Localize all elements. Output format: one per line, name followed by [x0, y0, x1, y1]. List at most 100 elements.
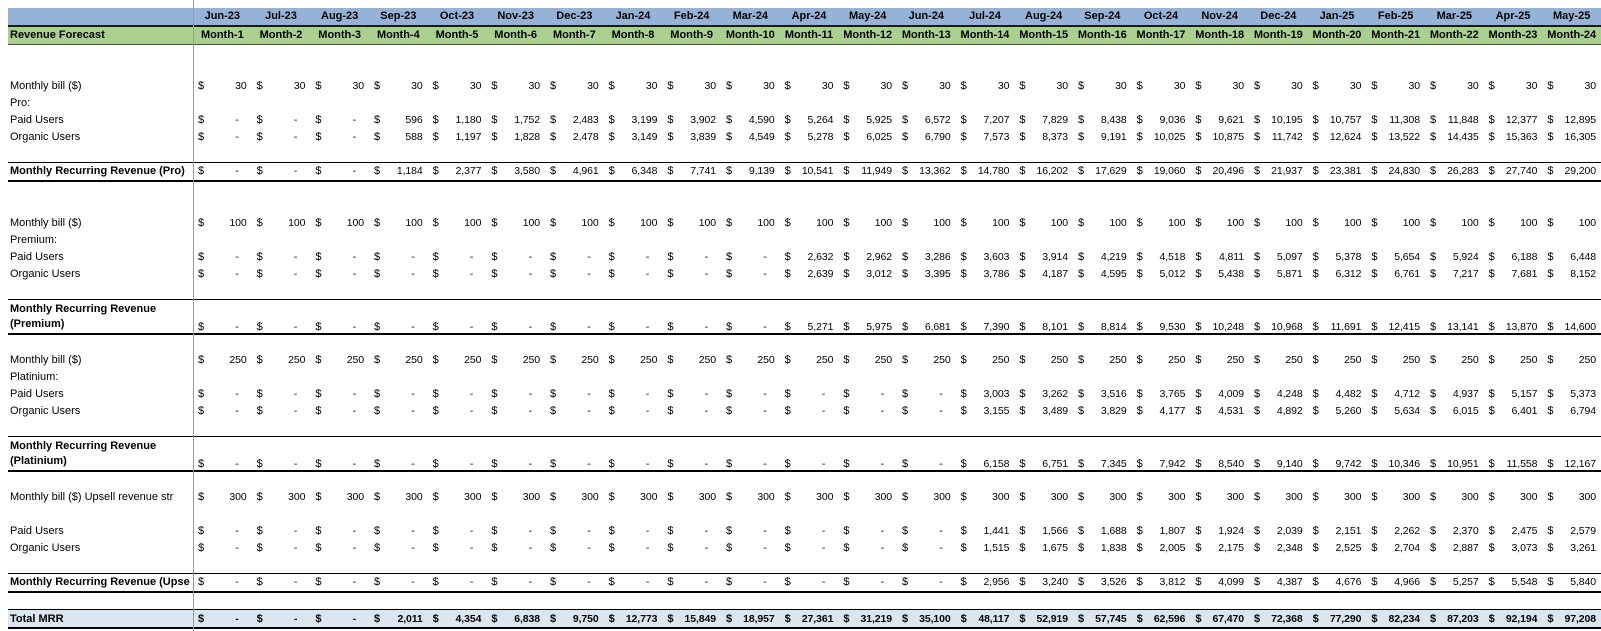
row-label-cell[interactable]: Paid Users: [8, 249, 193, 266]
value-cell[interactable]: $ -: [252, 523, 311, 540]
value-cell[interactable]: $ -: [428, 574, 487, 591]
value-cell[interactable]: $7,390: [956, 300, 1015, 335]
value-cell[interactable]: $100: [897, 215, 956, 232]
value-cell[interactable]: $30: [1073, 78, 1132, 95]
value-cell[interactable]: $6,790: [897, 128, 956, 145]
value-cell[interactable]: $1,688: [1073, 523, 1132, 540]
value-cell[interactable]: $ -: [721, 386, 780, 403]
value-cell[interactable]: $11,691: [1308, 300, 1367, 335]
value-cell[interactable]: $5,924: [1425, 249, 1484, 266]
value-cell[interactable]: $2,632: [780, 249, 839, 266]
value-cell[interactable]: $ -: [662, 523, 721, 540]
value-cell[interactable]: $ -: [193, 402, 252, 419]
value-cell[interactable]: $12,773: [604, 610, 663, 627]
value-cell[interactable]: $11,308: [1366, 112, 1425, 129]
value-cell[interactable]: $4,811: [1190, 249, 1249, 266]
value-cell[interactable]: $62,596: [1132, 610, 1191, 627]
value-cell[interactable]: $ -: [721, 574, 780, 591]
value-cell[interactable]: $ -: [310, 112, 369, 129]
value-cell[interactable]: $ -: [193, 249, 252, 266]
value-cell[interactable]: $ -: [252, 574, 311, 591]
value-cell[interactable]: $52,919: [1014, 610, 1073, 627]
value-cell[interactable]: $7,942: [1132, 437, 1191, 472]
value-cell[interactable]: $ -: [193, 523, 252, 540]
month-header-cell[interactable]: Month-24: [1542, 27, 1601, 44]
value-cell[interactable]: $7,681: [1484, 265, 1543, 282]
value-cell[interactable]: $ -: [721, 249, 780, 266]
value-cell[interactable]: $3,580: [486, 163, 545, 180]
value-cell[interactable]: $250: [662, 352, 721, 369]
value-cell[interactable]: $2,579: [1542, 523, 1601, 540]
value-cell[interactable]: $6,572: [897, 112, 956, 129]
month-header-cell[interactable]: Month-23: [1484, 27, 1543, 44]
row-label-cell[interactable]: Paid Users: [8, 386, 193, 403]
value-cell[interactable]: $30: [1425, 78, 1484, 95]
value-cell[interactable]: $11,558: [1484, 437, 1543, 472]
value-cell[interactable]: $ -: [252, 249, 311, 266]
row-label-cell[interactable]: Monthly Recurring Revenue (Premium): [8, 300, 193, 336]
value-cell[interactable]: $ -: [780, 386, 839, 403]
value-cell[interactable]: $250: [604, 352, 663, 369]
value-cell[interactable]: $ -: [662, 539, 721, 556]
value-cell[interactable]: $4,219: [1073, 249, 1132, 266]
value-cell[interactable]: $1,807: [1132, 523, 1191, 540]
value-cell[interactable]: $4,595: [1073, 265, 1132, 282]
value-cell[interactable]: $2,005: [1132, 539, 1191, 556]
value-cell[interactable]: $250: [369, 352, 428, 369]
value-cell[interactable]: $300: [193, 489, 252, 506]
date-header-cell[interactable]: Sep-24: [1073, 8, 1132, 25]
value-cell[interactable]: $ -: [721, 402, 780, 419]
value-cell[interactable]: $1,838: [1073, 539, 1132, 556]
value-cell[interactable]: $ -: [252, 112, 311, 129]
value-cell[interactable]: $6,838: [486, 610, 545, 627]
value-cell[interactable]: $ -: [545, 437, 604, 472]
value-cell[interactable]: $ -: [780, 523, 839, 540]
value-cell[interactable]: $ -: [662, 574, 721, 591]
value-cell[interactable]: $30: [1542, 78, 1601, 95]
value-cell[interactable]: $100: [252, 215, 311, 232]
value-cell[interactable]: $4,187: [1014, 265, 1073, 282]
value-cell[interactable]: $3,261: [1542, 539, 1601, 556]
value-cell[interactable]: $30: [310, 78, 369, 95]
value-cell[interactable]: $13,522: [1366, 128, 1425, 145]
row-label-cell[interactable]: Monthly Recurring Revenue (Pro): [8, 163, 193, 180]
value-cell[interactable]: $3,395: [897, 265, 956, 282]
value-cell[interactable]: $6,761: [1366, 265, 1425, 282]
month-header-cell[interactable]: Month-16: [1073, 27, 1132, 44]
value-cell[interactable]: $ -: [428, 265, 487, 282]
value-cell[interactable]: $2,956: [956, 574, 1015, 591]
value-cell[interactable]: $100: [1366, 215, 1425, 232]
value-cell[interactable]: $2,887: [1425, 539, 1484, 556]
month-header-cell[interactable]: Month-14: [956, 27, 1015, 44]
value-cell[interactable]: $300: [1484, 489, 1543, 506]
value-cell[interactable]: $2,704: [1366, 539, 1425, 556]
value-cell[interactable]: $ -: [486, 386, 545, 403]
value-cell[interactable]: $ -: [252, 437, 311, 472]
value-cell[interactable]: $100: [1542, 215, 1601, 232]
value-cell[interactable]: $250: [1073, 352, 1132, 369]
value-cell[interactable]: $3,786: [956, 265, 1015, 282]
value-cell[interactable]: $100: [1249, 215, 1308, 232]
value-cell[interactable]: $100: [1073, 215, 1132, 232]
value-cell[interactable]: $250: [897, 352, 956, 369]
value-cell[interactable]: $77,290: [1308, 610, 1367, 627]
value-cell[interactable]: $250: [956, 352, 1015, 369]
month-header-cell[interactable]: Month-22: [1425, 27, 1484, 44]
value-cell[interactable]: $ -: [604, 386, 663, 403]
value-cell[interactable]: $ -: [193, 386, 252, 403]
date-header-cell[interactable]: Dec-24: [1249, 8, 1308, 25]
value-cell[interactable]: $ -: [428, 402, 487, 419]
value-cell[interactable]: $30: [1190, 78, 1249, 95]
value-cell[interactable]: $87,203: [1425, 610, 1484, 627]
value-cell[interactable]: $8,152: [1542, 265, 1601, 282]
value-cell[interactable]: $ -: [193, 300, 252, 335]
value-cell[interactable]: $ -: [310, 386, 369, 403]
value-cell[interactable]: $1,675: [1014, 539, 1073, 556]
date-header-cell[interactable]: Feb-25: [1366, 8, 1425, 25]
value-cell[interactable]: $ -: [604, 300, 663, 335]
value-cell[interactable]: $ -: [897, 539, 956, 556]
row-label-cell[interactable]: Organic Users: [8, 539, 193, 556]
value-cell[interactable]: $6,348: [604, 163, 663, 180]
value-cell[interactable]: $4,009: [1190, 386, 1249, 403]
row-label-cell[interactable]: Platinium:: [8, 369, 193, 386]
